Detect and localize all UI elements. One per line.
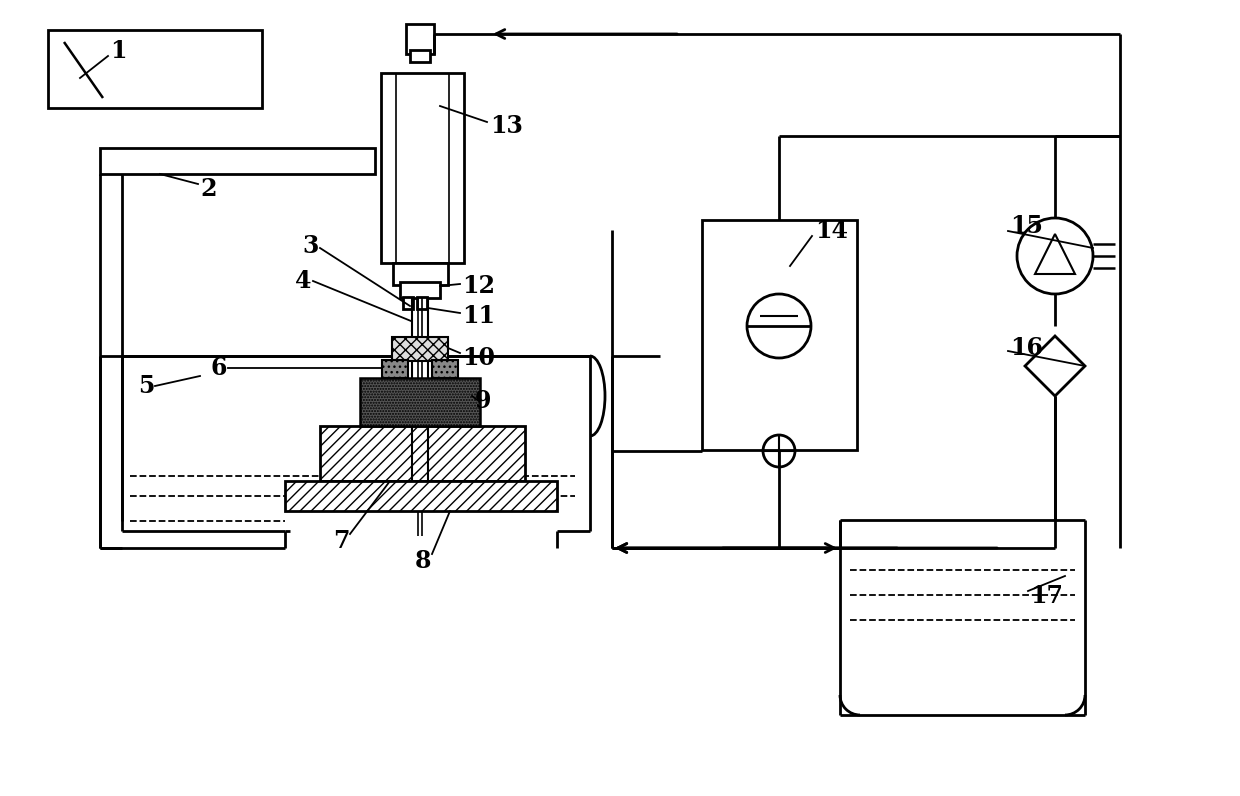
Bar: [320, 426, 525, 481]
Bar: [48, 30, 262, 108]
Polygon shape: [1025, 336, 1085, 396]
Text: 16: 16: [1011, 336, 1043, 360]
Text: 7: 7: [334, 529, 350, 553]
Text: 2: 2: [200, 177, 217, 201]
Bar: [285, 481, 557, 511]
Bar: [417, 297, 427, 309]
Text: 1: 1: [110, 39, 126, 63]
Bar: [702, 220, 857, 450]
Bar: [410, 50, 430, 62]
Text: 4: 4: [295, 269, 311, 293]
Text: 12: 12: [463, 274, 495, 298]
Bar: [382, 360, 408, 378]
Bar: [381, 73, 464, 263]
Bar: [360, 378, 480, 426]
Text: 11: 11: [463, 304, 495, 328]
Bar: [401, 282, 440, 298]
Bar: [100, 148, 374, 174]
Bar: [405, 24, 434, 54]
Text: 13: 13: [490, 114, 523, 138]
Text: 15: 15: [1011, 214, 1043, 238]
Text: 5: 5: [138, 374, 154, 398]
Text: 8: 8: [415, 549, 432, 573]
Text: 9: 9: [475, 389, 491, 413]
Text: 14: 14: [815, 219, 848, 243]
Bar: [432, 360, 458, 378]
Text: 17: 17: [1030, 584, 1063, 608]
Bar: [393, 263, 448, 285]
Bar: [403, 297, 413, 309]
Bar: [392, 337, 448, 361]
Text: 10: 10: [463, 346, 495, 370]
Text: 6: 6: [210, 356, 227, 380]
Text: 3: 3: [303, 234, 319, 258]
